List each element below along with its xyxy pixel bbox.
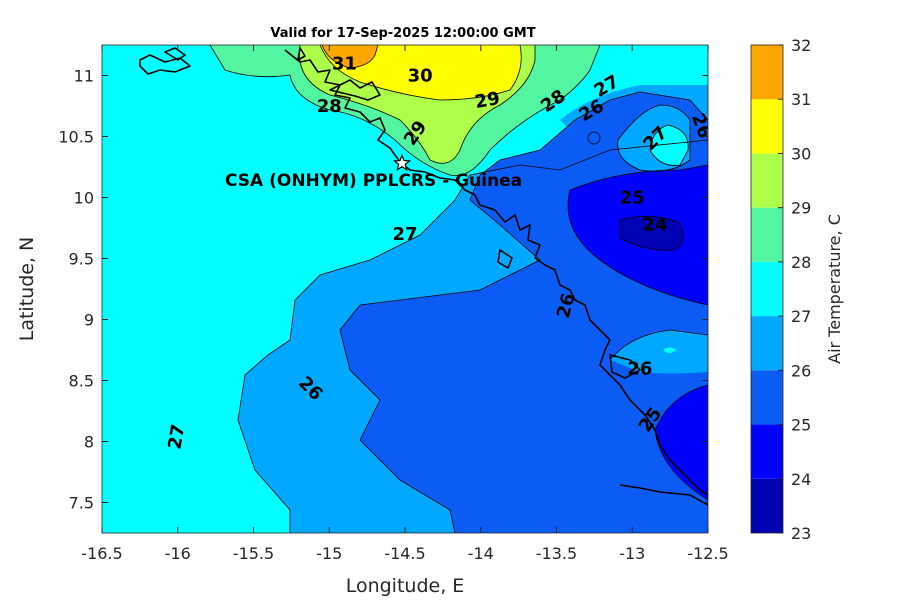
station-marker bbox=[392, 153, 412, 172]
chart-title: Valid for 17-Sep-2025 12:00:00 GMT bbox=[270, 26, 535, 41]
y-axis-ticks: 7.5 8 8.5 9 9.5 10 10.5 11 bbox=[58, 67, 708, 513]
contour-label: 31 bbox=[332, 53, 357, 74]
station-star-icon bbox=[392, 153, 412, 172]
x-tick-label: -12.5 bbox=[687, 544, 728, 563]
y-tick-label: 8 bbox=[84, 433, 94, 452]
x-tick-label: -13 bbox=[619, 544, 645, 563]
y-tick-label: 8.5 bbox=[69, 372, 94, 391]
colorbar-segment bbox=[751, 207, 783, 262]
contour-label: 26 bbox=[627, 358, 652, 379]
colorbar-tick-label: 25 bbox=[791, 416, 811, 435]
colorbar-tick-label: 26 bbox=[791, 361, 811, 380]
colorbar-segment bbox=[751, 478, 783, 533]
contour-label: 29 bbox=[473, 88, 501, 113]
colorbar-label: Air Temperature, C bbox=[825, 214, 844, 364]
colorbar-frame bbox=[750, 44, 784, 534]
contour-field-27-island bbox=[650, 125, 689, 166]
station-label: CSA (ONHYM) PPLCRS - Guinea bbox=[225, 171, 522, 191]
colorbar-segment bbox=[751, 370, 783, 425]
y-tick-label: 10 bbox=[74, 189, 94, 208]
contour-field-26-bump bbox=[610, 330, 708, 374]
colorbar-segment bbox=[751, 99, 783, 154]
x-tick-label: -16.5 bbox=[81, 544, 122, 563]
y-axis-label: Latitude, N bbox=[16, 237, 38, 342]
contour-label: 27 bbox=[164, 423, 189, 451]
colorbar-tick-label: 32 bbox=[791, 36, 811, 55]
contour-label: 28 bbox=[317, 96, 342, 117]
contour-field-27-dot bbox=[663, 347, 676, 353]
contour-field-31 bbox=[322, 45, 378, 68]
colorbar-segment bbox=[751, 424, 783, 479]
x-tick-label: -15 bbox=[316, 544, 342, 563]
colorbar-tick-label: 24 bbox=[791, 470, 811, 489]
x-tick-label: -16 bbox=[165, 544, 191, 563]
colorbar-tick-label: 30 bbox=[791, 144, 811, 163]
x-axis-ticks: -16.5 -16 -15.5 -15 -14.5 -14 -13.5 -13 -12.5 bbox=[81, 45, 729, 563]
colorbar-tick-label: 27 bbox=[791, 307, 811, 326]
contour-field-23 bbox=[620, 216, 684, 251]
x-tick-label: -15.5 bbox=[233, 544, 274, 563]
y-tick-label: 9.5 bbox=[69, 250, 94, 269]
x-axis-label: Longitude, E bbox=[346, 575, 465, 597]
colorbar-segment bbox=[751, 261, 783, 317]
contour-label: 25 bbox=[620, 188, 645, 209]
y-tick-label: 11 bbox=[74, 67, 94, 86]
colorbar-tick-label: 29 bbox=[791, 199, 811, 218]
colorbar-segment bbox=[751, 45, 783, 100]
x-tick-label: -13.5 bbox=[536, 544, 577, 563]
contour-field-25-dot bbox=[588, 132, 600, 144]
coastline bbox=[139, 47, 708, 506]
colorbar-tick-label: 23 bbox=[791, 524, 811, 543]
y-tick-label: 10.5 bbox=[58, 128, 94, 147]
contour-label: 30 bbox=[408, 66, 433, 87]
contour-field-24-south bbox=[655, 385, 708, 500]
contour-lines bbox=[209, 45, 708, 533]
y-tick-label: 9 bbox=[84, 311, 94, 330]
contour-label: 24 bbox=[642, 214, 667, 235]
x-tick-label: -14 bbox=[468, 544, 494, 563]
colorbar: 23 24 25 26 27 28 29 30 31 32 bbox=[750, 36, 811, 543]
x-tick-label: -14.5 bbox=[384, 544, 425, 563]
colorbar-segment bbox=[751, 316, 783, 371]
contour-label: 27 bbox=[392, 224, 417, 245]
y-tick-label: 7.5 bbox=[69, 494, 94, 513]
colorbar-tick-label: 28 bbox=[791, 253, 811, 272]
colorbar-segment bbox=[751, 153, 783, 208]
colorbar-tick-label: 31 bbox=[791, 90, 811, 109]
